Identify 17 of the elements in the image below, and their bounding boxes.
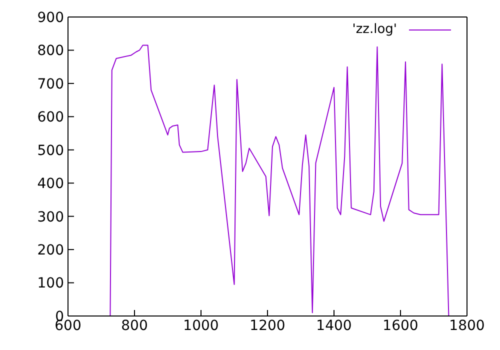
x-tick-label: 1800 [449,318,485,334]
y-tick-label: 700 [37,76,64,92]
y-tick-label: 400 [37,176,64,192]
x-tick-label: 1000 [183,318,219,334]
x-tick-label: 1600 [382,318,418,334]
x-tick-label: 1200 [250,318,286,334]
y-tick-label: 200 [37,242,64,259]
y-tick-label: 600 [37,110,64,126]
y-tick-label: 100 [37,276,64,292]
y-tick-label: 800 [37,43,64,60]
line-series [110,44,450,316]
y-tick-label: 500 [37,142,64,159]
x-tick-label: 1400 [316,318,352,334]
x-tick-label: 800 [121,318,148,334]
y-tick-label: 300 [37,209,64,226]
legend-label: 'zz.log' [352,22,397,37]
y-tick-label: 900 [37,10,64,26]
